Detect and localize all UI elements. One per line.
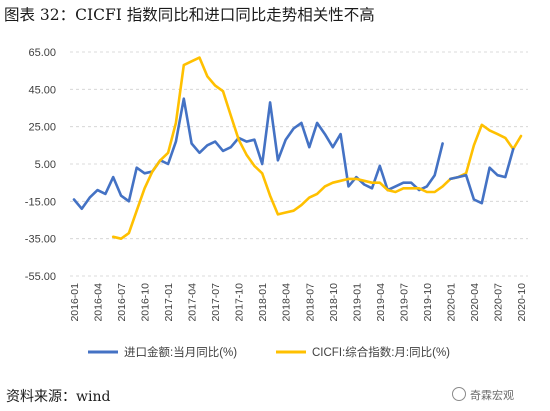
x-tick-label: 2019-07 — [398, 283, 410, 322]
x-tick-label: 2020-10 — [516, 283, 528, 322]
x-tick-label: 2020-07 — [492, 283, 504, 322]
y-tick-label: 45.00 — [28, 84, 56, 96]
x-tick-label: 2017-01 — [163, 283, 175, 322]
x-tick-label: 2016-07 — [116, 283, 128, 322]
source-note: 资料来源：wind — [6, 389, 111, 405]
x-tick-label: 2016-01 — [69, 283, 81, 322]
y-tick-label: -35.00 — [25, 234, 56, 246]
watermark-text: 奇霖宏观 — [470, 389, 514, 402]
x-tick-label: 2016-10 — [140, 283, 152, 322]
series-lines — [72, 56, 523, 240]
chart-title: 图表 32：CICFI 指数同比和进口同比走势相关性不高 — [4, 6, 375, 24]
x-tick-label: 2019-10 — [422, 283, 434, 322]
x-tick-label: 2017-10 — [234, 283, 246, 322]
series-line-1 — [72, 97, 444, 211]
x-tick-label: 2020-04 — [469, 283, 481, 322]
y-tick-label: 25.00 — [28, 122, 56, 134]
x-axis: 2016-01 2016-04 2016-07 2016-10 2017-01 2017-… — [69, 283, 528, 322]
legend-label: CICFI:综合指数:月:同比(%) — [312, 345, 450, 359]
wechat-logo-icon — [452, 387, 466, 401]
y-tick-label: -15.00 — [25, 196, 56, 208]
x-tick-label: 2016-04 — [93, 283, 105, 322]
x-tick-label: 2020-01 — [445, 283, 457, 322]
x-tick-label: 2017-04 — [187, 283, 199, 322]
y-tick-label: -55.00 — [25, 271, 56, 283]
y-axis: 65.00 45.00 25.00 5.00 -15.00 -35.00 -55.00 — [25, 47, 56, 283]
y-tick-label: 5.00 — [35, 159, 56, 171]
x-tick-label: 2019-01 — [351, 283, 363, 322]
x-tick-label: 2018-10 — [328, 283, 340, 322]
legend: 进口金额:当月同比(%) CICFI:综合指数:月:同比(%) — [88, 345, 450, 359]
legend-label: 进口金额:当月同比(%) — [124, 345, 237, 359]
x-tick-label: 2017-07 — [210, 283, 222, 322]
x-tick-label: 2018-04 — [281, 283, 293, 322]
x-tick-label: 2018-01 — [257, 283, 269, 322]
watermark: 奇霖宏观 — [452, 387, 514, 403]
series-line-3 — [449, 147, 515, 205]
x-tick-label: 2018-07 — [304, 283, 316, 322]
y-tick-label: 65.00 — [28, 47, 56, 59]
grid-lines — [70, 51, 528, 277]
x-tick-label: 2019-04 — [375, 283, 387, 322]
